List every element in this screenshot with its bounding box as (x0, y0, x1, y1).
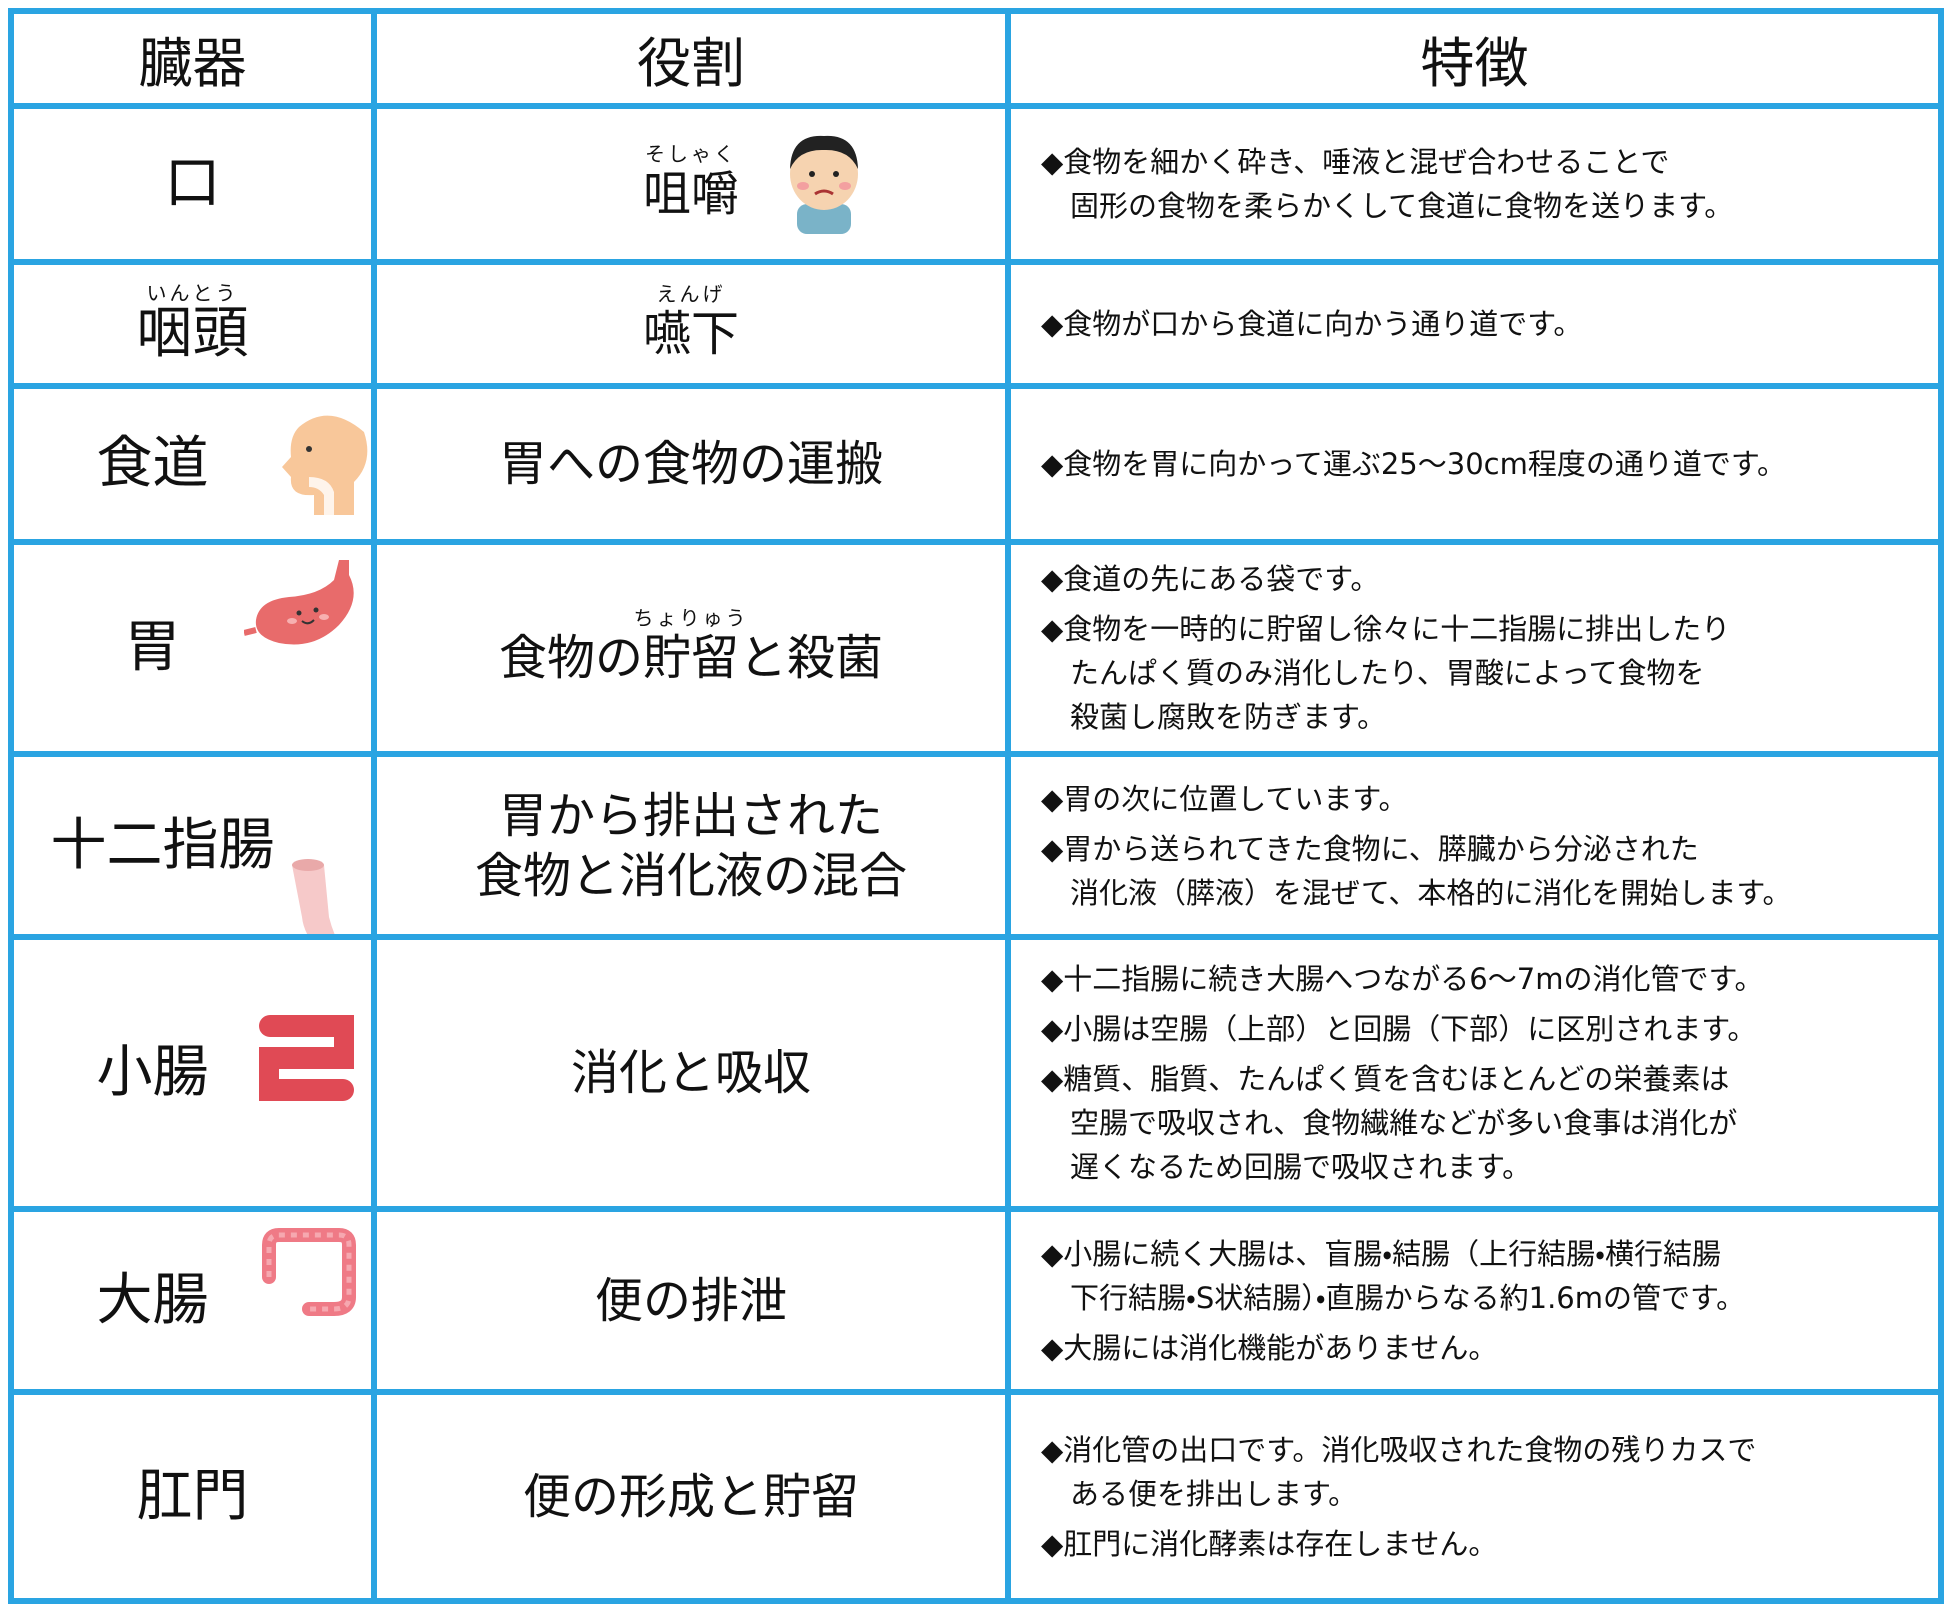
role-cell: そしゃく 咀嚼 (377, 109, 1005, 259)
feature-cell: ◆食物を胃に向かって運ぶ25～30cm程度の通り道です。 (1011, 389, 1938, 539)
feature-cell: ◆消化管の出口です。消化吸収された食物の残りカスである便を排出します。 ◆肛門に消… (1011, 1395, 1938, 1598)
illustration (279, 407, 371, 521)
illustration (254, 1227, 364, 1331)
role-cell: えんげ 嚥下 (377, 265, 1005, 383)
role-text: 胃から排出された (498, 787, 883, 844)
organ-ruby: いんとう (146, 281, 239, 306)
role-cell: 便の排泄 (377, 1212, 1005, 1389)
feature-line: 消化液（膵液）を混ぜて、本格的に消化を開始します。 (1070, 875, 1792, 910)
feature-line: ◆食物を細かく砕き、唾液と混ぜ合わせることで (1041, 145, 1670, 179)
feature-line: ◆糖質、脂質、たんぱく質を含むほとんどの栄養素は (1041, 1062, 1730, 1096)
role-text: 食物の貯留と殺菌 (498, 630, 883, 686)
feature-line: ◆肛門に消化酵素は存在しません。 (1041, 1526, 1498, 1561)
feature-cell: ◆十二指腸に続き大腸へつながる6～7mの消化管です。 ◆小腸は空腸（上部）と回腸（… (1011, 940, 1938, 1206)
organ-name: 口 (164, 151, 221, 217)
organ-name: 咽頭 (136, 301, 249, 367)
feature-cell: ◆食物を細かく砕き、唾液と混ぜ合わせることで固形の食物を柔らかくして食道に食物を… (1011, 109, 1938, 259)
header-cell: 特徴 (1011, 14, 1938, 103)
feature-item: ◆小腸は空腸（上部）と回腸（下部）に区別されます。 (1041, 1007, 1756, 1051)
role-cell: 便の形成と貯留 (377, 1395, 1005, 1598)
feature-line: ◆消化管の出口です。消化吸収された食物の残りカスで (1041, 1432, 1757, 1467)
organ-cell: 口 (14, 109, 371, 259)
feature-cell: ◆胃の次に位置しています。 ◆胃から送られてきた食物に、膵臓から分泌された消化液（… (1011, 757, 1938, 934)
feature-line: 下行結腸・S状結腸）・直腸からなる約1.6mの管です。 (1070, 1280, 1746, 1315)
feature-line: 固形の食物を柔らかくして食道に食物を送ります。 (1070, 189, 1734, 223)
organ-cell: 肛門 (14, 1395, 371, 1598)
feature-line: 殺菌し腐敗を防ぎます。 (1070, 700, 1387, 734)
feature-line: 空腸で吸収され、食物繊維などが多い食事は消化が (1070, 1106, 1738, 1140)
organ-name: 大腸 (96, 1267, 209, 1333)
organ-cell: 食道 (14, 389, 371, 539)
role-text: 食物と消化液の混合 (474, 847, 907, 904)
role-cell: 胃への食物の運搬 (377, 389, 1005, 539)
feature-line: ◆食道の先にある袋です。 (1041, 562, 1380, 596)
feature-item: ◆肛門に消化酵素は存在しません。 (1041, 1522, 1497, 1566)
organ-cell: 小腸 (14, 940, 371, 1206)
organ-cell: 胃 (14, 545, 371, 751)
role-cell: ちょりゅう 食物の貯留と殺菌 (377, 545, 1005, 751)
illustration (243, 555, 364, 659)
feature-line: たんぱく質のみ消化したり、胃酸によって食物を (1070, 656, 1705, 690)
role-text: 便の形成と貯留 (522, 1468, 859, 1525)
role-text: 咀嚼 (642, 166, 739, 222)
role-text: 消化と吸収 (570, 1045, 811, 1101)
header-cell: 臓器 (14, 14, 371, 103)
feature-line: ◆小腸は空腸（上部）と回腸（下部）に区別されます。 (1041, 1012, 1757, 1046)
feature-line: ◆胃の次に位置しています。 (1041, 781, 1408, 816)
feature-item: ◆小腸に続く大腸は、盲腸・結腸（上行結腸・横行結腸下行結腸・S状結腸）・直腸から… (1041, 1232, 1745, 1320)
role-text: 胃への食物の運搬 (498, 436, 883, 492)
organ-cell: 大腸 (14, 1212, 371, 1389)
feature-line: 遅くなるため回腸で吸収されます。 (1070, 1150, 1532, 1184)
organ-name: 胃 (124, 615, 181, 681)
feature-item: ◆胃から送られてきた食物に、膵臓から分泌された消化液（膵液）を混ぜて、本格的に消… (1041, 827, 1792, 915)
organ-cell: いんとう 咽頭 (14, 265, 371, 383)
feature-item: ◆食物を胃に向かって運ぶ25～30cm程度の通り道です。 (1041, 442, 1786, 486)
role-text: 嚥下 (642, 306, 739, 362)
feature-item: ◆消化管の出口です。消化吸収された食物の残りカスである便を排出します。 (1041, 1428, 1756, 1516)
role-cell: 胃から排出された 食物と消化液の混合 (377, 757, 1005, 934)
feature-item: ◆食物が口から食道に向かう通り道です。 (1041, 302, 1582, 346)
organ-name: 小腸 (96, 1040, 209, 1106)
feature-line: ◆食物が口から食道に向かう通り道です。 (1041, 307, 1583, 341)
role-cell: 消化と吸収 (377, 940, 1005, 1206)
illustration (284, 857, 349, 934)
feature-line: ◆胃から送られてきた食物に、膵臓から分泌された (1041, 831, 1699, 866)
feature-item: ◆大腸には消化機能がありません。 (1041, 1326, 1497, 1370)
organ-table: 臓器 役割 特徴口 そしゃく 咀嚼 ◆食物を細かく砕き、唾液と混ぜ合わせることで固形の食物… (8, 8, 1944, 1604)
organ-cell: 十二指腸 (14, 757, 371, 934)
feature-cell: ◆小腸に続く大腸は、盲腸・結腸（上行結腸・横行結腸下行結腸・S状結腸）・直腸から… (1011, 1212, 1938, 1389)
feature-item: ◆食道の先にある袋です。 (1041, 557, 1379, 601)
feature-line: ◆小腸に続く大腸は、盲腸・結腸（上行結腸・横行結腸 (1041, 1236, 1722, 1271)
illustration (254, 1005, 359, 1114)
feature-item: ◆糖質、脂質、たんぱく質を含むほとんどの栄養素は空腸で吸収され、食物繊維などが多… (1041, 1057, 1737, 1189)
organ-name: 十二指腸 (50, 812, 275, 878)
organ-name: 食道 (96, 431, 209, 497)
role-ruby: ちょりゅう (633, 606, 749, 630)
feature-cell: ◆食道の先にある袋です。 ◆食物を一時的に貯留し徐々に十二指腸に排出したり たんぱく… (1011, 545, 1938, 751)
feature-item: ◆食物を一時的に貯留し徐々に十二指腸に排出したり たんぱく質のみ消化したり、胃酸に… (1041, 607, 1730, 739)
role-ruby: そしゃく (645, 142, 737, 166)
feature-line: ◆十二指腸に続き大腸へつながる6～7mの消化管です。 (1041, 962, 1764, 996)
role-ruby: えんげ (656, 282, 726, 306)
role-text: 便の排泄 (594, 1272, 787, 1329)
feature-item: ◆胃の次に位置しています。 (1041, 777, 1408, 821)
header-cell: 役割 (377, 14, 1005, 103)
organ-name: 肛門 (136, 1463, 249, 1529)
feature-item: ◆食物を細かく砕き、唾液と混ぜ合わせることで固形の食物を柔らかくして食道に食物を… (1041, 140, 1733, 228)
feature-line: ある便を排出します。 (1070, 1476, 1358, 1511)
feature-line: ◆食物を胃に向かって運ぶ25～30cm程度の通り道です。 (1041, 447, 1786, 481)
feature-line: ◆食物を一時的に貯留し徐々に十二指腸に排出したり (1041, 612, 1731, 646)
feature-item: ◆十二指腸に続き大腸へつながる6～7mの消化管です。 (1041, 957, 1764, 1001)
illustration (779, 124, 869, 238)
feature-line: ◆大腸には消化機能がありません。 (1041, 1330, 1498, 1365)
feature-cell: ◆食物が口から食道に向かう通り道です。 (1011, 265, 1938, 383)
